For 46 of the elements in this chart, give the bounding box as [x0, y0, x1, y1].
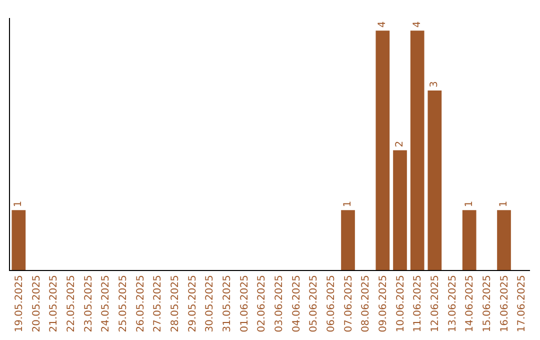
x-tick-label: 01.06.2025	[239, 275, 250, 332]
data-label: 1	[342, 200, 354, 208]
x-tick-label: 12.06.2025	[430, 275, 441, 332]
x-tick-label: 24.05.2025	[100, 275, 112, 332]
x-tick-label: 25.05.2025	[118, 275, 129, 332]
bar	[341, 210, 355, 270]
bar	[376, 30, 390, 270]
data-label: 4	[412, 21, 423, 28]
data-label: 3	[429, 81, 440, 88]
x-tick-label: 16.06.2025	[499, 275, 510, 332]
x-tick-label: 20.05.2025	[31, 275, 42, 332]
x-tick-label: 09.06.2025	[378, 275, 389, 332]
bar	[497, 210, 511, 270]
x-tick-label: 28.05.2025	[170, 275, 181, 332]
x-tick-label: 13.06.2025	[447, 275, 458, 332]
bar	[428, 90, 442, 270]
x-tick-label: 04.06.2025	[291, 275, 302, 332]
bar	[410, 30, 424, 270]
bar	[462, 210, 476, 270]
x-tick-label: 23.05.2025	[83, 275, 94, 332]
x-tick-label: 14.06.2025	[464, 275, 476, 332]
x-tick-label: 08.06.2025	[360, 275, 372, 332]
data-label: 2	[394, 140, 406, 148]
x-tick-label: 05.06.2025	[308, 275, 320, 332]
x-tick-label: 10.06.2025	[395, 275, 406, 332]
x-tick-label: 22.05.2025	[66, 275, 77, 332]
data-label: 1	[13, 200, 24, 208]
x-tick-label: 15.06.2025	[482, 275, 493, 332]
data-label: 4	[377, 21, 388, 28]
x-tick-label: 29.05.2025	[187, 275, 198, 332]
x-tick-label: 27.05.2025	[152, 275, 164, 332]
x-tick-label: 02.06.2025	[256, 275, 268, 332]
x-tick-label: 26.05.2025	[135, 275, 146, 332]
x-tick-label: 07.06.2025	[343, 275, 354, 332]
bar	[393, 150, 407, 270]
x-tick-label: 17.06.2025	[516, 275, 528, 332]
data-label: 1	[464, 200, 475, 208]
bar	[12, 210, 26, 270]
x-tick-label: 19.05.2025	[14, 275, 25, 332]
x-tick-label: 06.06.2025	[326, 275, 337, 332]
x-tick-label: 30.05.2025	[204, 275, 216, 332]
x-tick-label: 31.05.2025	[222, 275, 233, 332]
x-tick-label: 03.06.2025	[274, 275, 285, 332]
x-tick-label: 11.06.2025	[412, 275, 424, 332]
data-label: 1	[498, 200, 510, 208]
x-tick-label: 21.05.2025	[48, 275, 60, 332]
